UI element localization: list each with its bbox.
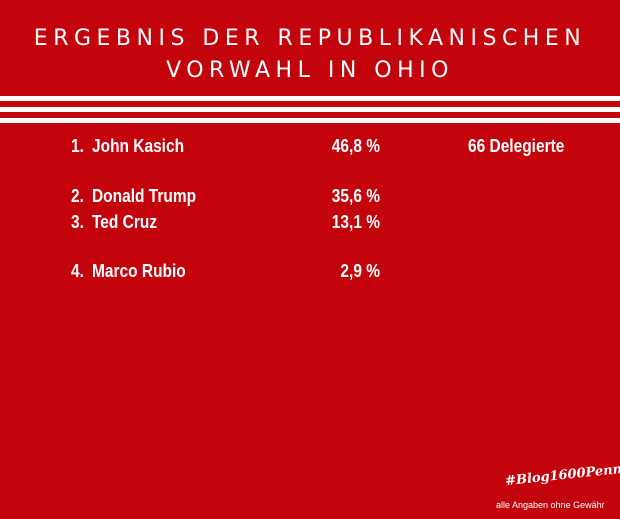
result-name-trump: Donald Trump xyxy=(92,186,197,206)
result-delegates-kasich: 66 Delegierte xyxy=(468,136,565,156)
result-name-rubio: Marco Rubio xyxy=(92,261,186,281)
result-percent-trump: 35,6 % xyxy=(331,186,380,206)
result-name-cruz: Ted Cruz xyxy=(92,212,158,232)
result-percent-rubio: 2,9 % xyxy=(340,261,380,281)
result-name-kasich: John Kasich xyxy=(92,136,185,156)
result-rank-cruz: 3. xyxy=(71,212,84,232)
title-line-1: ERGEBNIS DER REPUBLIKANISCHEN xyxy=(33,26,587,51)
hashtag-signature: #Blog1600Penn xyxy=(504,461,620,490)
result-rank-trump: 2. xyxy=(71,186,84,206)
result-rank-rubio: 4. xyxy=(71,261,84,281)
disclaimer-footnote: alle Angaben ohne Gewähr xyxy=(496,500,605,510)
result-percent-cruz: 13,1 % xyxy=(331,212,380,232)
divider-stripe-bottom xyxy=(0,118,620,123)
title-line-2: VORWAHL IN OHIO xyxy=(166,58,454,83)
divider-stripe-top xyxy=(0,96,620,101)
result-percent-kasich: 46,8 % xyxy=(331,136,380,156)
divider-stripe-middle xyxy=(0,107,620,112)
result-rank-kasich: 1. xyxy=(71,136,84,156)
